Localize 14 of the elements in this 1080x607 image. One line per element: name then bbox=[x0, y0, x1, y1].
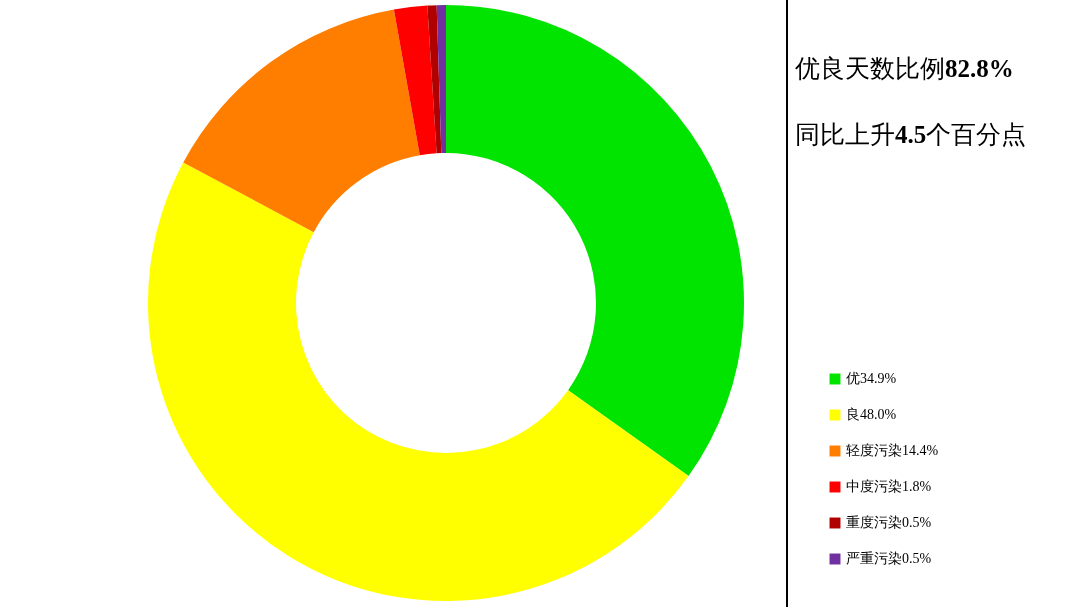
donut-slice bbox=[446, 5, 744, 477]
legend-label: 中度污染1.8% bbox=[846, 479, 932, 494]
text: 同比上升4.5个百分点 bbox=[795, 121, 1027, 148]
legend-label: 严重污染0.5% bbox=[846, 551, 932, 566]
legend-label: 轻度污染14.4% bbox=[846, 443, 939, 458]
donut-slice bbox=[393, 5, 437, 156]
legend-label: 良48.0% bbox=[846, 407, 897, 422]
donut-slice bbox=[183, 9, 420, 233]
legend-label: 重度污染0.5% bbox=[846, 515, 932, 530]
donut-slice bbox=[427, 5, 442, 154]
legend-label: 优34.9% bbox=[846, 371, 897, 386]
text: 优良天数比例82.8% bbox=[795, 55, 1014, 82]
donut-slice bbox=[148, 162, 689, 601]
donut-slice bbox=[436, 5, 446, 154]
